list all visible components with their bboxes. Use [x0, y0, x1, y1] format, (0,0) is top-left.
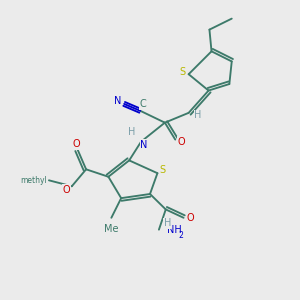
Text: S: S: [179, 67, 185, 77]
Text: NH: NH: [167, 225, 182, 235]
Text: 2: 2: [178, 230, 183, 239]
Text: H: H: [164, 218, 171, 228]
Text: O: O: [73, 139, 80, 149]
Text: O: O: [186, 213, 194, 224]
Text: S: S: [160, 165, 166, 175]
Text: C: C: [140, 99, 146, 109]
Text: H: H: [194, 110, 202, 120]
Text: Me: Me: [104, 224, 118, 234]
Text: H: H: [128, 127, 136, 137]
Text: N: N: [114, 96, 121, 106]
Text: N: N: [140, 140, 148, 150]
Text: O: O: [63, 185, 70, 195]
Text: O: O: [178, 137, 186, 147]
Text: methyl: methyl: [21, 176, 47, 185]
